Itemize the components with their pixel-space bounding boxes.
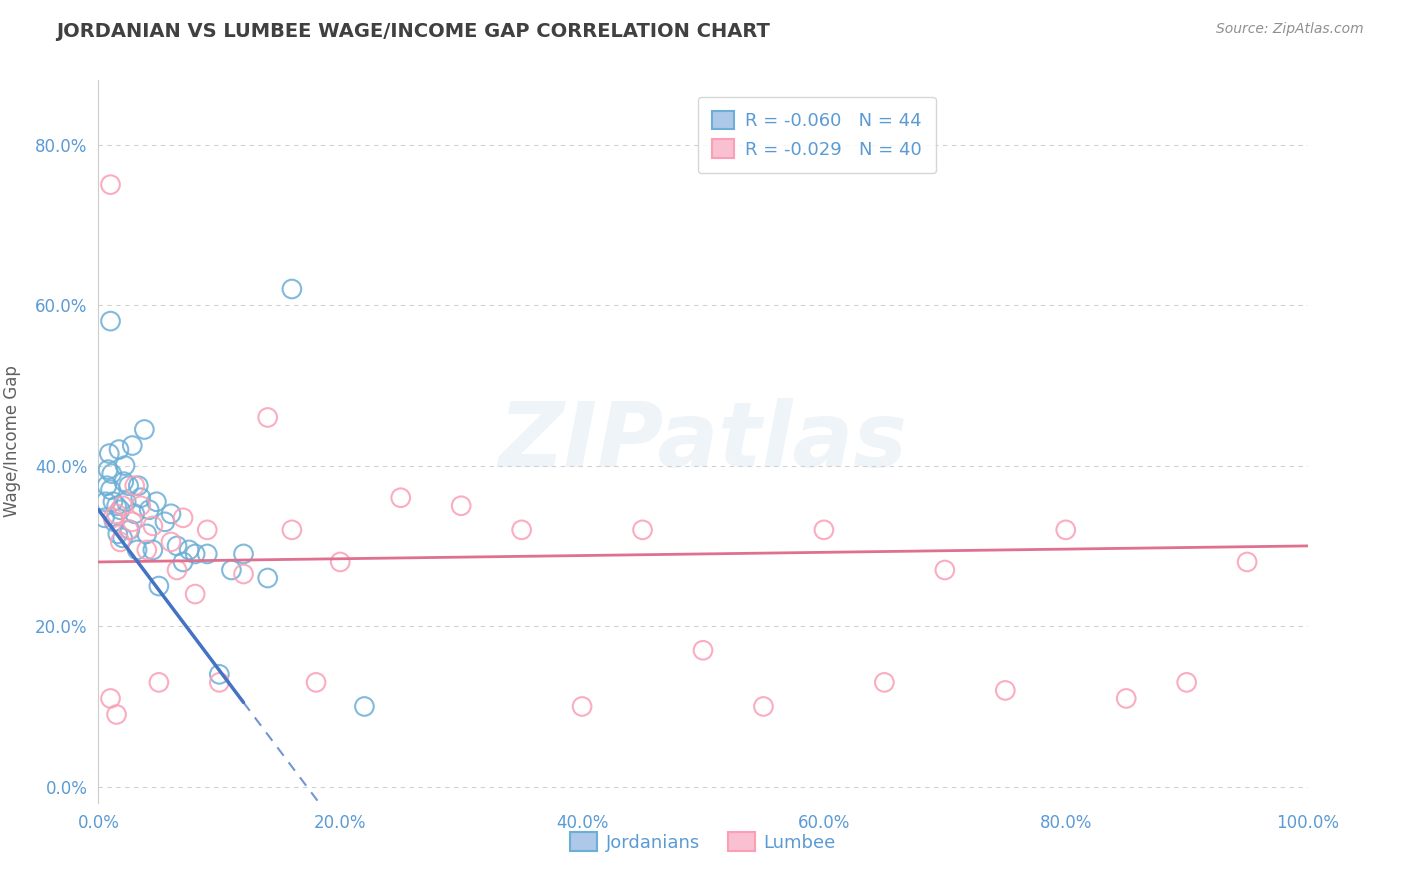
Point	[166, 539, 188, 553]
Point	[450, 499, 472, 513]
Legend: Jordanians, Lumbee: Jordanians, Lumbee	[562, 825, 844, 859]
Point	[510, 523, 533, 537]
Point	[172, 555, 194, 569]
Point	[108, 534, 131, 549]
Point	[124, 478, 146, 492]
Text: ZIPatlas: ZIPatlas	[499, 398, 907, 485]
Point	[873, 675, 896, 690]
Point	[195, 547, 218, 561]
Point	[142, 542, 165, 557]
Point	[281, 282, 304, 296]
Point	[571, 699, 593, 714]
Point	[100, 178, 122, 192]
Point	[129, 499, 152, 513]
Point	[108, 442, 131, 457]
Point	[101, 494, 124, 508]
Point	[129, 491, 152, 505]
Point	[100, 691, 122, 706]
Point	[305, 675, 328, 690]
Point	[232, 547, 254, 561]
Point	[135, 526, 157, 541]
Point	[208, 667, 231, 681]
Text: Source: ZipAtlas.com: Source: ZipAtlas.com	[1216, 22, 1364, 37]
Point	[329, 555, 352, 569]
Point	[124, 507, 146, 521]
Point	[232, 567, 254, 582]
Point	[172, 510, 194, 524]
Point	[94, 494, 117, 508]
Point	[100, 483, 122, 497]
Point	[103, 515, 125, 529]
Point	[148, 579, 170, 593]
Point	[1175, 675, 1198, 690]
Point	[121, 438, 143, 452]
Point	[96, 478, 118, 492]
Point	[179, 542, 201, 557]
Point	[813, 523, 835, 537]
Point	[208, 675, 231, 690]
Point	[138, 502, 160, 516]
Point	[127, 542, 149, 557]
Point	[111, 531, 134, 545]
Point	[115, 494, 138, 508]
Point	[160, 534, 183, 549]
Point	[1115, 691, 1137, 706]
Point	[118, 523, 141, 537]
Point	[994, 683, 1017, 698]
Point	[98, 446, 121, 460]
Point	[118, 478, 141, 492]
Point	[195, 523, 218, 537]
Point	[107, 526, 129, 541]
Point	[160, 507, 183, 521]
Text: JORDANIAN VS LUMBEE WAGE/INCOME GAP CORRELATION CHART: JORDANIAN VS LUMBEE WAGE/INCOME GAP CORR…	[56, 22, 770, 41]
Point	[221, 563, 243, 577]
Point	[145, 494, 167, 508]
Point	[121, 515, 143, 529]
Point	[153, 515, 176, 529]
Point	[105, 507, 128, 521]
Point	[101, 510, 124, 524]
Point	[389, 491, 412, 505]
Point	[142, 518, 165, 533]
Point	[114, 458, 136, 473]
Point	[134, 422, 156, 436]
Point	[105, 707, 128, 722]
Point	[692, 643, 714, 657]
Point	[166, 563, 188, 577]
Point	[100, 467, 122, 481]
Point	[127, 478, 149, 492]
Point	[111, 499, 134, 513]
Point	[184, 547, 207, 561]
Point	[1054, 523, 1077, 537]
Point	[256, 410, 278, 425]
Point	[184, 587, 207, 601]
Point	[135, 542, 157, 557]
Point	[353, 699, 375, 714]
Point	[752, 699, 775, 714]
Point	[118, 523, 141, 537]
Point	[100, 314, 122, 328]
Point	[934, 563, 956, 577]
Point	[256, 571, 278, 585]
Point	[108, 502, 131, 516]
Point	[105, 499, 128, 513]
Point	[148, 675, 170, 690]
Y-axis label: Wage/Income Gap: Wage/Income Gap	[3, 366, 21, 517]
Point	[281, 523, 304, 537]
Point	[93, 510, 115, 524]
Point	[97, 462, 120, 476]
Point	[1236, 555, 1258, 569]
Point	[631, 523, 654, 537]
Point	[112, 475, 135, 489]
